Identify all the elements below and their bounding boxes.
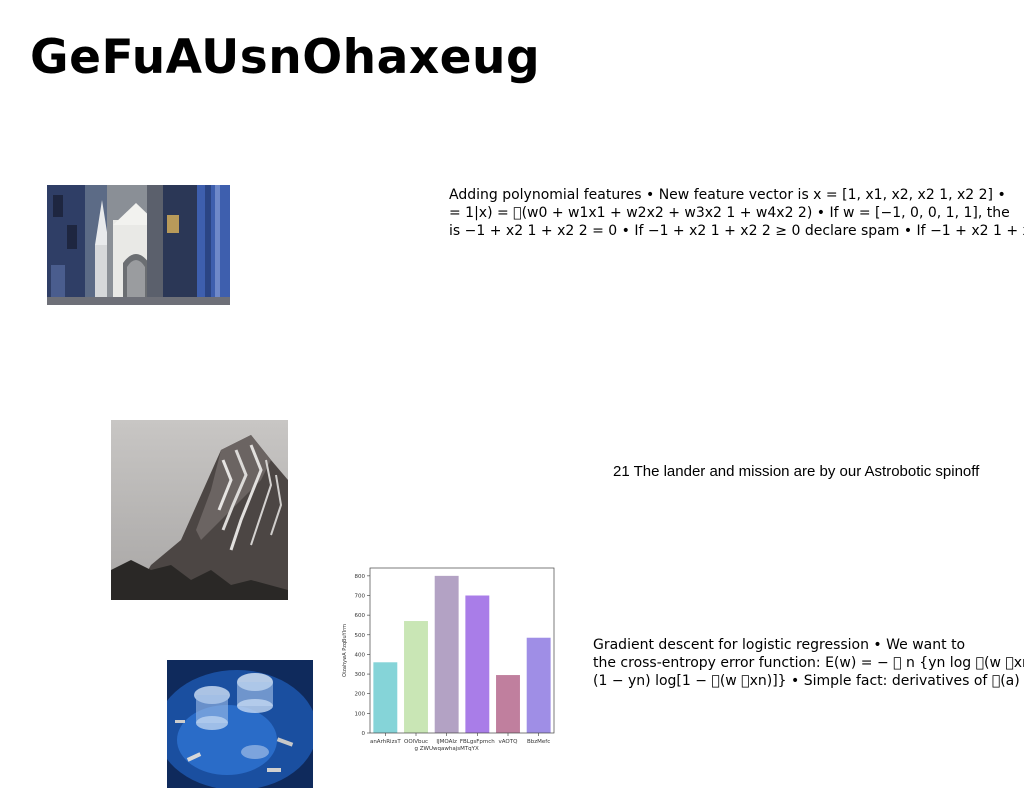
y-tick-label: 200 [355,692,366,698]
polynomial-features-text: Adding polynomial features • New feature… [449,186,1024,240]
bar [526,637,551,733]
bar [434,575,459,733]
gradient-line-1: Gradient descent for logistic regression… [593,637,966,653]
plot-frame [369,567,555,734]
gradient-line-3: (1 − yn) log[1 −  (w  xn)]} • Simple fac… [593,673,1020,689]
bar-chart: OizahywA PzqBuYIrm 0 100 200 300 400 500 600 700… [342,567,555,752]
glasses-photo [167,660,313,788]
y-tick-label: 700 [355,594,366,600]
mountain-photo [111,420,288,600]
y-tick-label: 600 [355,613,366,619]
y-tick-label: 300 [355,672,366,678]
gradient-descent-text: Gradient descent for logistic regression… [593,636,1024,690]
polynomial-line-2: = 1|x) =  (w0 + w1x1 + w2x2 + w3x2 1 + w… [449,205,1010,221]
bar [465,595,490,733]
y-tick-label: 0 [362,731,366,737]
x-tick-label: BbzMefc [527,739,550,745]
x-tick-label: g ZWUwqawhajsMTqYX [415,746,480,752]
polynomial-line-3: is −1 + x2 1 + x2 2 = 0 • If −1 + x2 1 +… [449,223,1024,239]
x-tick-label: anArhRizsT [370,739,401,745]
page-title: GeFuAUsnOhaxeug [30,30,541,85]
x-tick-label: IJMOAIz [436,739,457,745]
polynomial-line-1: Adding polynomial features • New feature… [449,187,1006,203]
bar [373,662,398,733]
y-tick-label: 500 [355,633,366,639]
street-photo [47,185,230,305]
x-tick-label: OOlVbuc [404,739,428,745]
y-tick-label: 400 [355,652,366,658]
gradient-line-2: the cross-entropy error function: E(w) =… [593,655,1024,671]
y-tick-label: 800 [355,574,366,580]
x-tick-label: FBLgsFpmch [460,739,495,745]
x-tick-label: vAOTQ [499,739,519,745]
y-tick-label: 100 [355,711,366,717]
bar [404,621,428,733]
lander-caption: 21 The lander and mission are by our Ast… [613,463,980,480]
bar [496,675,520,733]
y-axis-label: OizahywA PzqBuYIrm [342,624,348,677]
